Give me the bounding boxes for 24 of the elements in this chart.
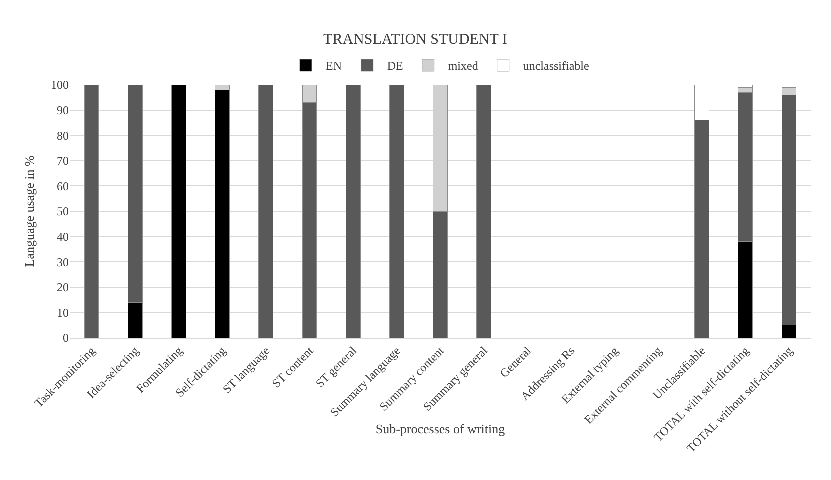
y-tick-label: 10 <box>57 306 69 320</box>
legend-label: mixed <box>448 59 478 74</box>
bar <box>258 85 274 338</box>
bar <box>389 85 404 338</box>
y-axis-title: Language usage in % <box>22 156 37 268</box>
bar <box>172 85 186 338</box>
bar <box>346 85 361 338</box>
y-tick-label: 60 <box>57 179 69 194</box>
chart-title: TRANSLATION STUDENT I <box>324 32 508 48</box>
y-tick-label: 50 <box>57 204 69 219</box>
y-tick-label: 70 <box>57 154 69 168</box>
y-tick-label: 20 <box>57 280 69 295</box>
y-tick-label: 0 <box>63 331 69 346</box>
x-axis-title: Sub-processes of writing <box>376 422 506 437</box>
bar <box>476 85 492 338</box>
legend-label: EN <box>326 59 342 74</box>
y-tick-label: 90 <box>57 104 69 118</box>
y-tick-label: 40 <box>57 230 69 244</box>
y-tick-label: 30 <box>57 255 69 270</box>
legend-label: unclassifiable <box>523 59 590 74</box>
bar <box>84 85 100 338</box>
y-tick-label: 80 <box>57 128 69 143</box>
y-tick-label: 100 <box>51 78 69 92</box>
legend-label: DE <box>387 59 404 74</box>
